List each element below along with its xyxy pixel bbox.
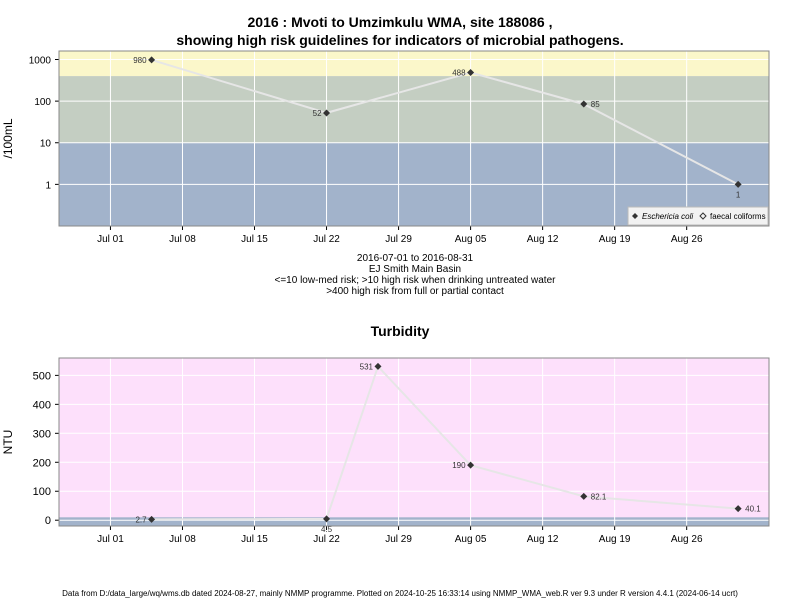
turbidity-data-point xyxy=(734,505,742,513)
turbidity-x-tick-label: Aug 19 xyxy=(599,534,631,545)
footer-note: Data from D:/data_large/wq/wms.db dated … xyxy=(62,589,738,598)
turbidity-data-point xyxy=(148,515,156,523)
turbidity-data-label: 2.7 xyxy=(135,515,147,524)
legend-marker-faecal xyxy=(699,212,707,220)
chart-title-line2: showing high risk guidelines for indicat… xyxy=(176,32,624,48)
microbial-band-top xyxy=(59,51,769,77)
turbidity-x-tick-label: Jul 01 xyxy=(97,534,124,545)
microbial-x-tick-label: Aug 05 xyxy=(455,234,487,245)
microbial-data-label: 52 xyxy=(313,109,322,118)
legend-box xyxy=(627,206,769,226)
microbial-data-label: 1 xyxy=(736,190,741,199)
microbial-data-point xyxy=(580,100,588,108)
microbial-x-tick-label: Jul 08 xyxy=(169,234,196,245)
microbial-data-point xyxy=(148,56,156,64)
turbidity-data-point xyxy=(467,461,475,469)
microbial-y-tick-label: 100 xyxy=(34,97,51,108)
turbidity-y-tick-label: 500 xyxy=(33,370,51,382)
turbidity-x-tick-label: Jul 22 xyxy=(313,534,340,545)
microbial-data-point xyxy=(323,109,331,117)
turbidity-y-tick-label: 400 xyxy=(33,399,51,411)
turbidity-y-tick-label: 100 xyxy=(33,486,51,498)
turbidity-x-tick-label: Aug 26 xyxy=(671,534,703,545)
microbial-band-high xyxy=(59,76,769,143)
turbidity-background xyxy=(59,358,769,526)
turbidity-x-tick-label: Aug 12 xyxy=(527,534,559,545)
turbidity-data-label: 82.1 xyxy=(591,492,607,501)
turbidity-x-tick-label: Jul 15 xyxy=(241,534,268,545)
risk-note-high: >400 high risk from full or partial cont… xyxy=(326,286,504,297)
microbial-data-label: 85 xyxy=(591,100,600,109)
turbidity-data-label: 40.1 xyxy=(745,505,761,514)
turbidity-plot-frame xyxy=(58,357,770,527)
basin-label: EJ Smith Main Basin xyxy=(368,264,462,275)
turbidity-series-line xyxy=(151,364,739,521)
date-range-label: 2016-07-01 to 2016-08-31 xyxy=(356,253,474,264)
legend-entry-ecoli: Eschericia coli xyxy=(642,212,693,221)
microbial-data-label: 980 xyxy=(133,56,147,65)
turbidity-x-tick-label: Jul 29 xyxy=(385,534,412,545)
microbial-x-tick-label: Jul 01 xyxy=(97,234,124,245)
turbidity-y-tick-label: 0 xyxy=(45,515,51,527)
turbidity-data-label: 531 xyxy=(360,362,374,371)
turbidity-data-point xyxy=(323,515,331,523)
microbial-data-label: 488 xyxy=(452,68,466,77)
turbidity-low-band xyxy=(59,517,769,526)
microbial-plot-frame xyxy=(58,50,770,227)
microbial-x-tick-label: Jul 22 xyxy=(313,234,340,245)
turbidity-data-label: 190 xyxy=(452,461,466,470)
microbial-x-tick-label: Jul 15 xyxy=(241,234,268,245)
turbidity-y-tick-label: 300 xyxy=(33,428,51,440)
microbial-data-point xyxy=(734,180,742,188)
microbial-y-axis-label: /100mL xyxy=(1,118,15,158)
legend-marker-ecoli xyxy=(632,213,638,219)
turbidity-x-tick-label: Jul 08 xyxy=(169,534,196,545)
microbial-x-tick-label: Jul 29 xyxy=(385,234,412,245)
turbidity-title: Turbidity xyxy=(370,323,430,339)
turbidity-data-label: 4.5 xyxy=(321,525,333,534)
turbidity-y-axis-label: NTU xyxy=(1,430,15,455)
microbial-data-point xyxy=(467,68,475,76)
microbial-y-tick-label: 10 xyxy=(40,139,52,150)
legend-entry-faecal: faecal coliforms xyxy=(710,212,766,221)
microbial-x-tick-label: Aug 12 xyxy=(527,234,559,245)
turbidity-y-tick-label: 200 xyxy=(33,457,51,469)
turbidity-data-point xyxy=(580,492,588,500)
chart-title-line1: 2016 : Mvoti to Umzimkulu WMA, site 1880… xyxy=(247,14,553,30)
microbial-x-tick-label: Aug 19 xyxy=(599,234,631,245)
microbial-x-tick-label: Aug 26 xyxy=(671,234,703,245)
turbidity-data-point xyxy=(374,362,382,370)
microbial-y-tick-label: 1000 xyxy=(29,55,52,66)
turbidity-x-tick-label: Aug 05 xyxy=(455,534,487,545)
microbial-y-tick-label: 1 xyxy=(45,180,51,191)
risk-note-low: <=10 low-med risk; >10 high risk when dr… xyxy=(274,275,556,286)
